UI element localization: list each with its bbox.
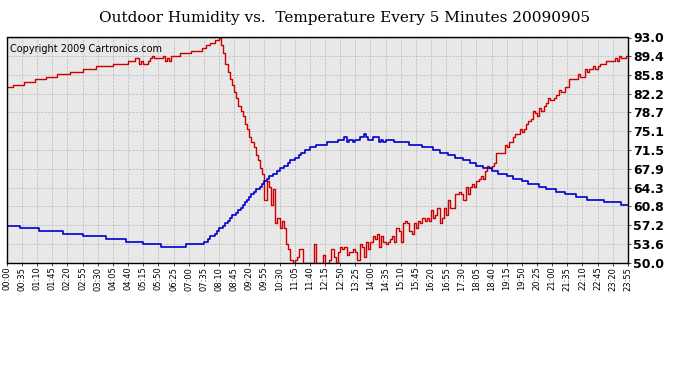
Text: Outdoor Humidity vs.  Temperature Every 5 Minutes 20090905: Outdoor Humidity vs. Temperature Every 5…: [99, 11, 591, 25]
Text: Copyright 2009 Cartronics.com: Copyright 2009 Cartronics.com: [10, 44, 162, 54]
